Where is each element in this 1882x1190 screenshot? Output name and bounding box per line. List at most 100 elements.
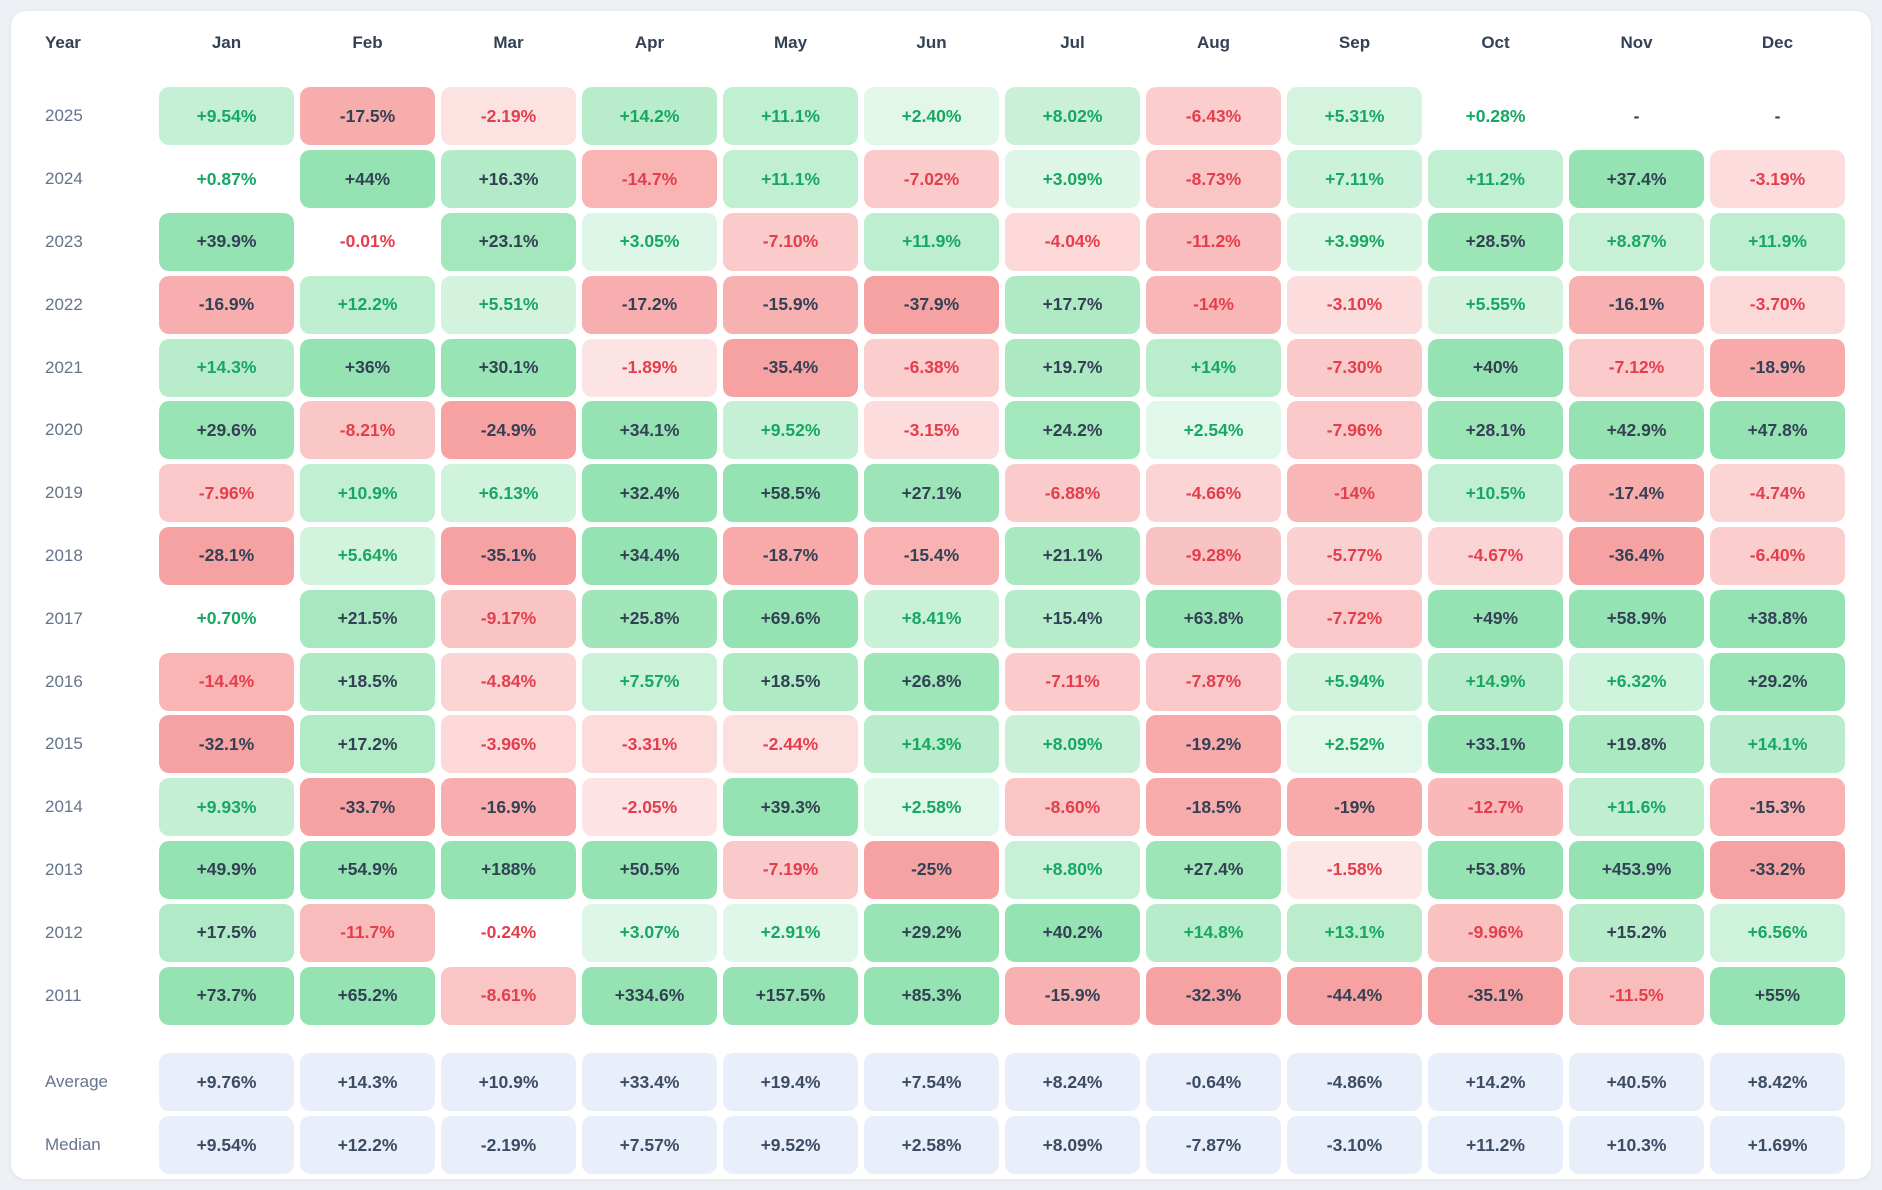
return-cell: +2.58% [864, 778, 999, 837]
return-cell: +26.8% [864, 652, 999, 711]
row-year-label: 2012 [45, 922, 83, 942]
return-cell: -35.1% [441, 526, 576, 585]
return-cell: -15.9% [1005, 966, 1140, 1025]
return-cell: -4.84% [441, 652, 576, 711]
return-cell: +38.8% [1710, 589, 1845, 648]
year-row-2014: 2014 +9.93% -33.7% -16.9% -2.05% +39.3% +2.58%… [37, 776, 1845, 839]
return-cell: +3.07% [582, 903, 717, 962]
return-cell: -11.2% [1146, 212, 1281, 271]
summary-return-cell: +8.42% [1710, 1053, 1845, 1112]
return-cell: +11.1% [723, 87, 858, 146]
summary-return-cell: -7.87% [1146, 1116, 1281, 1175]
return-cell: +15.2% [1569, 903, 1704, 962]
summary-row-median: Median +9.54% +12.2% -2.19% +7.57% +9.52% +2.5… [37, 1114, 1845, 1177]
return-cell: +11.1% [723, 150, 858, 209]
return-cell: +73.7% [159, 966, 294, 1025]
return-cell: +14.1% [1710, 715, 1845, 774]
return-cell: +27.4% [1146, 840, 1281, 899]
return-cell: +3.05% [582, 212, 717, 271]
header-row: Year Jan Feb Mar Apr May Jun Jul Aug Sep Oct Nov Dec [37, 19, 1845, 67]
return-cell: +19.8% [1569, 715, 1704, 774]
return-cell: +58.9% [1569, 589, 1704, 648]
return-cell: -2.05% [582, 778, 717, 837]
return-cell: -7.19% [723, 840, 858, 899]
return-cell: -4.66% [1146, 464, 1281, 523]
summary-row-label: Average [45, 1072, 109, 1092]
return-cell: -14% [1287, 464, 1422, 523]
return-cell: +2.52% [1287, 715, 1422, 774]
return-cell: +8.09% [1005, 715, 1140, 774]
return-cell: - [1633, 105, 1640, 126]
row-year-label: 2015 [45, 734, 83, 754]
return-cell: +7.57% [582, 652, 717, 711]
return-cell: -17.4% [1569, 464, 1704, 523]
return-cell: +50.5% [582, 840, 717, 899]
return-cell: -2.44% [723, 715, 858, 774]
return-cell: +34.1% [582, 401, 717, 460]
summary-return-cell: +9.76% [159, 1053, 294, 1112]
row-year-label: 2023 [45, 231, 83, 251]
return-cell: -33.2% [1710, 840, 1845, 899]
return-cell: -32.1% [159, 715, 294, 774]
return-cell: +65.2% [300, 966, 435, 1025]
year-row-2019: 2019 -7.96% +10.9% +6.13% +32.4% +58.5% +27.1%… [37, 462, 1845, 525]
return-cell: -18.7% [723, 526, 858, 585]
return-cell: -7.96% [1287, 401, 1422, 460]
row-year-label: 2020 [45, 420, 83, 440]
return-cell: -1.89% [582, 338, 717, 397]
return-cell: +334.6% [582, 966, 717, 1025]
return-cell: +55% [1710, 966, 1845, 1025]
return-cell: +49.9% [159, 840, 294, 899]
row-year-label: 2014 [45, 797, 83, 817]
year-row-2011: 2011 +73.7% +65.2% -8.61% +334.6% +157.5% +85.… [37, 964, 1845, 1027]
summary-return-cell: +40.5% [1569, 1053, 1704, 1112]
return-cell: +18.5% [300, 652, 435, 711]
return-cell: +12.2% [300, 275, 435, 334]
return-cell: +30.1% [441, 338, 576, 397]
column-header-may: May [773, 33, 808, 52]
return-cell: +19.7% [1005, 338, 1140, 397]
summary-return-cell: +1.69% [1710, 1116, 1845, 1175]
summary-return-cell: -2.19% [441, 1116, 576, 1175]
return-cell: -7.12% [1569, 338, 1704, 397]
return-cell: +47.8% [1710, 401, 1845, 460]
return-cell: +39.3% [723, 778, 858, 837]
return-cell: +11.2% [1428, 150, 1563, 209]
return-cell: +8.02% [1005, 87, 1140, 146]
return-cell: +29.6% [159, 401, 294, 460]
return-cell: -18.9% [1710, 338, 1845, 397]
column-header-nov: Nov [1620, 33, 1653, 52]
return-cell: -15.9% [723, 275, 858, 334]
return-cell: -5.77% [1287, 526, 1422, 585]
summary-row-average: Average +9.76% +14.3% +10.9% +33.4% +19.4% +7.… [37, 1051, 1845, 1114]
row-year-label: 2011 [45, 985, 82, 1005]
column-header-dec: Dec [1761, 33, 1794, 52]
return-cell: +40% [1428, 338, 1563, 397]
summary-return-cell: +33.4% [582, 1053, 717, 1112]
return-cell: +16.3% [441, 150, 576, 209]
return-cell: -7.30% [1287, 338, 1422, 397]
return-cell: +5.55% [1428, 275, 1563, 334]
year-row-2020: 2020 +29.6% -8.21% -24.9% +34.1% +9.52% -3.15%… [37, 399, 1845, 462]
return-cell: -6.38% [864, 338, 999, 397]
return-cell: -3.10% [1287, 275, 1422, 334]
return-cell: -37.9% [864, 275, 999, 334]
return-cell: +11.9% [864, 212, 999, 271]
return-cell: +53.8% [1428, 840, 1563, 899]
return-cell: -19.2% [1146, 715, 1281, 774]
return-cell: +11.6% [1569, 778, 1704, 837]
return-cell: -4.74% [1710, 464, 1845, 523]
return-cell: +9.93% [159, 778, 294, 837]
row-year-label: 2022 [45, 294, 83, 314]
return-cell: +0.70% [159, 589, 294, 648]
return-cell: -7.87% [1146, 652, 1281, 711]
return-cell: +6.56% [1710, 903, 1845, 962]
return-cell: +13.1% [1287, 903, 1422, 962]
row-year-label: 2025 [45, 106, 83, 126]
return-cell: +69.6% [723, 589, 858, 648]
return-cell: +32.4% [582, 464, 717, 523]
return-cell: -15.3% [1710, 778, 1845, 837]
return-cell: -11.5% [1569, 966, 1704, 1025]
return-cell: -17.5% [300, 87, 435, 146]
return-cell: -7.72% [1287, 589, 1422, 648]
